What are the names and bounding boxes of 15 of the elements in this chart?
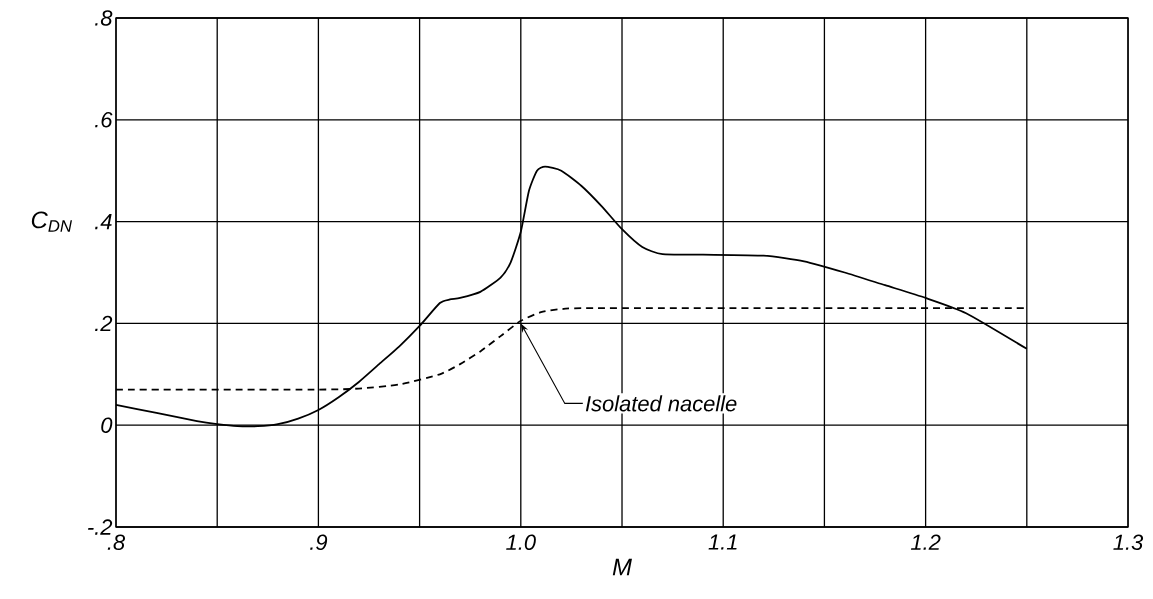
- y-tick-label: .4: [95, 214, 112, 230]
- x-axis-title: M: [612, 558, 632, 576]
- x-tick-label: .8: [107, 534, 126, 551]
- y-tick-label: .6: [95, 112, 113, 128]
- y-tick-label: .2: [95, 315, 113, 332]
- y-axis-title: C$_{DN}$: [31, 211, 72, 232]
- x-tick-label: 1.0: [506, 534, 536, 551]
- x-tick-label: 1.2: [910, 534, 941, 550]
- x-tick-label: 1.3: [1113, 534, 1144, 551]
- x-tick-label: 1.1: [708, 534, 737, 550]
- annotation: Isolated nacelle: [585, 395, 737, 412]
- y-tick-label: .8: [95, 10, 113, 26]
- x-tick-label: .9: [310, 534, 328, 551]
- y-tick-label: -.2: [88, 519, 113, 535]
- y-tick-label: 0: [101, 417, 113, 433]
